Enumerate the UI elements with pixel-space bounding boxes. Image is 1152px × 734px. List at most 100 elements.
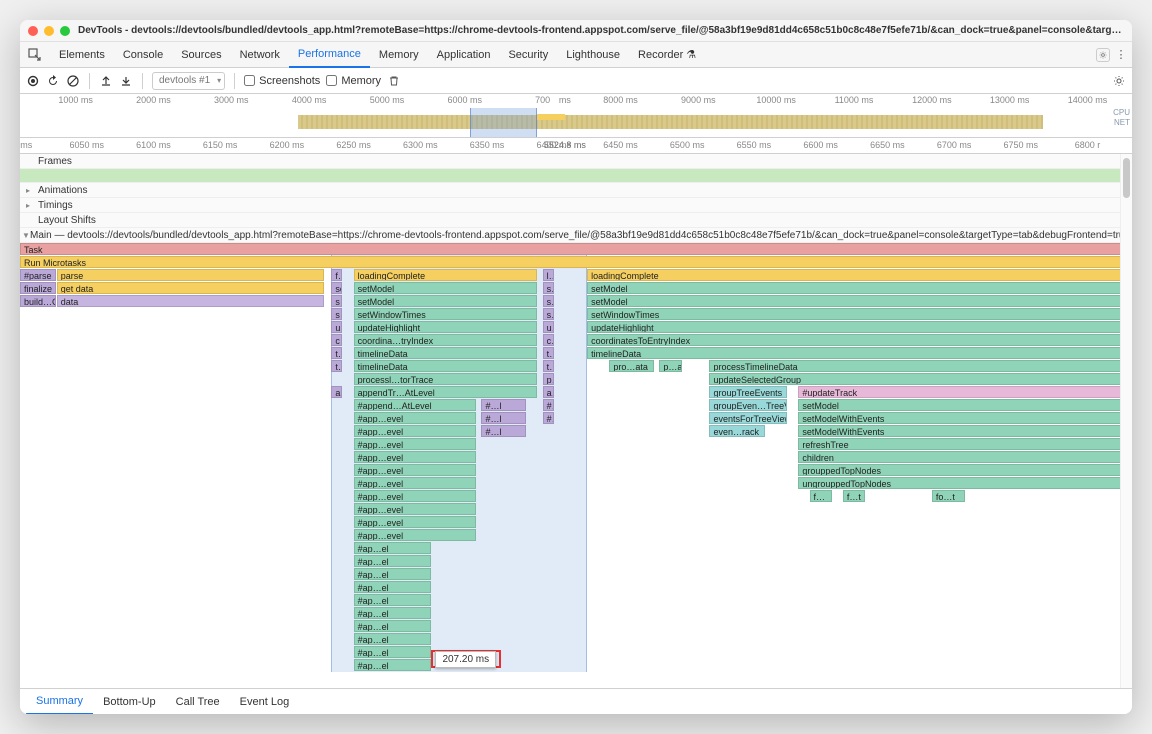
- flame-entry[interactable]: f…t: [843, 490, 865, 502]
- flame-entry[interactable]: finalize: [20, 282, 56, 294]
- tab-security[interactable]: Security: [499, 42, 557, 68]
- flame-entry[interactable]: #…: [543, 399, 554, 411]
- flame-entry[interactable]: l…: [543, 269, 554, 281]
- flame-entry[interactable]: updateHighlight: [587, 321, 1132, 333]
- flame-entry[interactable]: #app…evel: [354, 464, 476, 476]
- tab-performance[interactable]: Performance: [289, 42, 370, 68]
- flame-entry[interactable]: s…: [543, 295, 554, 307]
- flame-entry[interactable]: f…: [810, 490, 832, 502]
- details-tab-summary[interactable]: Summary: [26, 689, 93, 715]
- scrollbar-thumb[interactable]: [1123, 158, 1130, 198]
- flame-entry[interactable]: p…: [543, 373, 554, 385]
- record-icon[interactable]: [26, 74, 40, 88]
- flame-entry[interactable]: loadingComplete: [354, 269, 537, 281]
- screenshots-checkbox[interactable]: Screenshots: [244, 75, 320, 87]
- track-frames-header[interactable]: Frames: [20, 154, 1132, 169]
- details-tab-event-log[interactable]: Event Log: [230, 689, 300, 715]
- flame-entry[interactable]: #ap…el: [354, 542, 432, 554]
- flame-entry[interactable]: s…: [331, 308, 342, 320]
- flame-entry[interactable]: groupTreeEvents: [709, 386, 787, 398]
- flame-entry[interactable]: c…: [331, 334, 342, 346]
- flame-entry[interactable]: timelineData: [354, 360, 537, 372]
- flame-entry[interactable]: Run Microtasks: [20, 256, 1132, 268]
- tab-recorder[interactable]: Recorder ⚗: [629, 42, 705, 68]
- flame-entry[interactable]: children: [798, 451, 1132, 463]
- flame-entry[interactable]: #…: [543, 412, 554, 424]
- flame-entry[interactable]: #ap…el: [354, 555, 432, 567]
- flame-entry[interactable]: #app…evel: [354, 477, 476, 489]
- flame-entry[interactable]: updateHighlight: [354, 321, 537, 333]
- recording-selector[interactable]: devtools #1: [152, 72, 225, 90]
- flame-entry[interactable]: #ap…el: [354, 659, 432, 671]
- flame-entry[interactable]: s…: [543, 282, 554, 294]
- flame-entry[interactable]: refreshTree: [798, 438, 1132, 450]
- flame-entry[interactable]: t…: [543, 347, 554, 359]
- flame-entry[interactable]: #app…evel: [354, 451, 476, 463]
- flame-entry[interactable]: se…l: [331, 282, 342, 294]
- flame-entry[interactable]: coordinatesToEntryIndex: [587, 334, 1132, 346]
- flame-entry[interactable]: data: [57, 295, 324, 307]
- flame-entry[interactable]: setModel: [587, 282, 1132, 294]
- flame-entry[interactable]: a…: [331, 386, 342, 398]
- tab-network[interactable]: Network: [231, 42, 289, 68]
- clear-icon[interactable]: [66, 74, 80, 88]
- panel-gear-icon[interactable]: [1112, 74, 1126, 88]
- details-tab-call-tree[interactable]: Call Tree: [166, 689, 230, 715]
- flame-entry[interactable]: s…l: [331, 295, 342, 307]
- flame-entry[interactable]: fo…t: [932, 490, 965, 502]
- flame-entry[interactable]: #app…evel: [354, 438, 476, 450]
- flame-entry[interactable]: processTimelineData: [709, 360, 1132, 372]
- flame-entry[interactable]: #parse: [20, 269, 56, 281]
- flame-entry[interactable]: ungrouppedTopNodes: [798, 477, 1132, 489]
- flame-entry[interactable]: a…: [543, 386, 554, 398]
- flame-entry[interactable]: timelineData: [587, 347, 1132, 359]
- memory-checkbox[interactable]: Memory: [326, 75, 381, 87]
- flame-entry[interactable]: appendTr…AtLevel: [354, 386, 537, 398]
- inspect-icon[interactable]: [28, 48, 42, 62]
- flame-entry[interactable]: #app…evel: [354, 529, 476, 541]
- track-main-header[interactable]: ▼Main — devtools://devtools/bundled/devt…: [20, 228, 1132, 243]
- flame-entry[interactable]: p…a: [659, 360, 681, 372]
- flame-entry[interactable]: groupEven…TreeView: [709, 399, 787, 411]
- flame-entry[interactable]: parse: [57, 269, 324, 281]
- tab-elements[interactable]: Elements: [50, 42, 114, 68]
- overview-timeline[interactable]: 1000 ms2000 ms3000 ms4000 ms5000 ms6000 …: [20, 94, 1132, 138]
- flame-entry[interactable]: #ap…el: [354, 633, 432, 645]
- track-header[interactable]: ▸Animations: [20, 183, 1132, 198]
- flame-entry[interactable]: #app…evel: [354, 503, 476, 515]
- flame-entry[interactable]: get data: [57, 282, 324, 294]
- flame-entry[interactable]: build…Calls: [20, 295, 56, 307]
- detail-ruler[interactable]: 5524.8 ms 00 ms6050 ms6100 ms6150 ms6200…: [20, 138, 1132, 154]
- flame-chart-area[interactable]: Frames▸Animations▸TimingsLayout Shifts▼M…: [20, 154, 1132, 688]
- details-tab-bottom-up[interactable]: Bottom-Up: [93, 689, 166, 715]
- tab-console[interactable]: Console: [114, 42, 172, 68]
- flame-entry[interactable]: eventsForTreeView: [709, 412, 787, 424]
- flame-entry[interactable]: s…: [543, 308, 554, 320]
- flame-entry[interactable]: #ap…el: [354, 568, 432, 580]
- flame-entry[interactable]: #updateTrack: [798, 386, 1132, 398]
- flame-entry[interactable]: setModel: [587, 295, 1132, 307]
- tab-application[interactable]: Application: [428, 42, 500, 68]
- gear-icon[interactable]: [1096, 48, 1110, 62]
- flame-entry[interactable]: updateSelectedGroup: [709, 373, 1132, 385]
- flame-entry[interactable]: t…: [331, 347, 342, 359]
- flame-entry[interactable]: pro…ata: [609, 360, 653, 372]
- flame-entry[interactable]: f…e: [331, 269, 342, 281]
- flame-entry[interactable]: timelineData: [354, 347, 537, 359]
- close-icon[interactable]: [28, 26, 38, 36]
- flame-entry[interactable]: #app…evel: [354, 412, 476, 424]
- flame-entry[interactable]: u…: [543, 321, 554, 333]
- flame-entry[interactable]: grouppedTopNodes: [798, 464, 1132, 476]
- flame-entry[interactable]: loadingComplete: [587, 269, 1132, 281]
- upload-icon[interactable]: [99, 74, 113, 88]
- scrollbar[interactable]: [1120, 154, 1132, 688]
- more-icon[interactable]: ⋮: [1114, 48, 1128, 62]
- trash-icon[interactable]: [387, 74, 401, 88]
- flame-entry[interactable]: #app…evel: [354, 425, 476, 437]
- tab-sources[interactable]: Sources: [172, 42, 230, 68]
- flame-entry[interactable]: setWindowTimes: [354, 308, 537, 320]
- tab-memory[interactable]: Memory: [370, 42, 428, 68]
- flame-entry[interactable]: u…: [331, 321, 342, 333]
- flame-entry[interactable]: #app…evel: [354, 490, 476, 502]
- flame-entry[interactable]: t…: [331, 360, 342, 372]
